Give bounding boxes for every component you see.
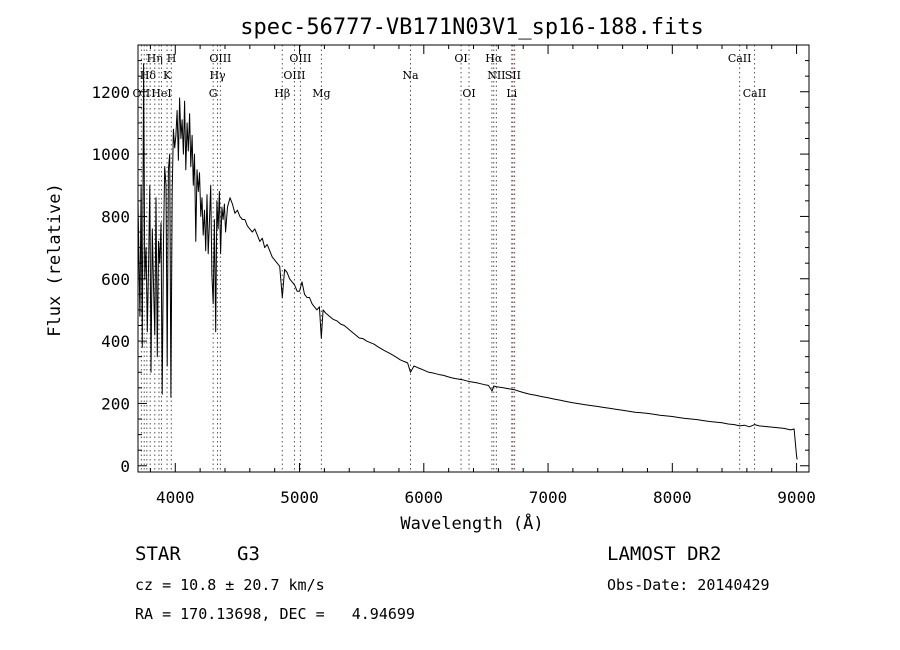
spectral-line-label: Hβ (274, 87, 290, 100)
spectrum-series-line (137, 63, 798, 460)
spectral-line-label: Mg (312, 87, 330, 100)
coordinates: RA = 170.13698, DEC = 4.94699 (135, 605, 415, 623)
y-tick-label: 1000 (91, 145, 130, 164)
x-tick-label: 4000 (156, 488, 195, 507)
plot-frame (137, 44, 810, 473)
spectral-line-label: K (163, 69, 172, 82)
x-tick-label: 8000 (653, 488, 692, 507)
spectral-line-label: OI (462, 87, 475, 100)
spectral-line-label: OIII (209, 52, 231, 65)
y-axis-label: Flux (relative) (45, 183, 65, 337)
y-tick-label: 200 (101, 394, 130, 413)
spectral-line-label: Li (506, 87, 517, 100)
y-tick-label: 0 (120, 457, 130, 476)
spectral-line-label: OII (132, 87, 150, 100)
spectral-line-label: Hγ (209, 69, 226, 82)
spectral-line-label: OIII (289, 52, 311, 65)
spectral-line-label: OIII (283, 69, 305, 82)
spectral-line-label: G (209, 87, 218, 100)
spectral-line-label: H (167, 52, 177, 65)
spectral-line-label: Hη (147, 52, 163, 65)
survey-label: LAMOST DR2 (607, 543, 721, 565)
x-axis: 4000 5000 6000 7000 8000 9000 (149, 45, 816, 507)
subclass: G3 (237, 543, 260, 565)
spectral-line-label: HeI (151, 87, 171, 100)
object-class: STAR (135, 543, 181, 565)
x-tick-label: 9000 (777, 488, 816, 507)
spectral-line-label: CaII (728, 52, 752, 65)
spectral-line-label: Na (402, 69, 419, 82)
y-tick-label: 600 (101, 270, 130, 289)
spectral-line-label: Hα (485, 52, 503, 65)
chart-title: spec-56777-VB171N03V1_sp16-188.fits (240, 15, 704, 40)
spectral-line-label: CaII (743, 87, 767, 100)
x-tick-label: 7000 (529, 488, 568, 507)
spectral-line-label: OI (454, 52, 467, 65)
spectral-line-label: Hδ (140, 69, 157, 82)
y-axis: 0 200 400 600 800 1000 1200 (91, 60, 809, 476)
reference-lines (140, 45, 756, 472)
spectral-line-label: NII (487, 69, 505, 82)
y-tick-label: 1200 (91, 83, 130, 102)
obs-date: Obs-Date: 20140429 (607, 576, 770, 594)
y-tick-label: 400 (101, 332, 130, 351)
x-tick-label: 5000 (280, 488, 319, 507)
y-tick-label: 800 (101, 207, 130, 226)
redshift-text: cz = 10.8 ± 20.7 km/s (135, 576, 325, 594)
spectral-line-label: SII (505, 69, 521, 82)
x-tick-label: 6000 (405, 488, 444, 507)
x-axis-label: Wavelength (Å) (400, 512, 543, 534)
